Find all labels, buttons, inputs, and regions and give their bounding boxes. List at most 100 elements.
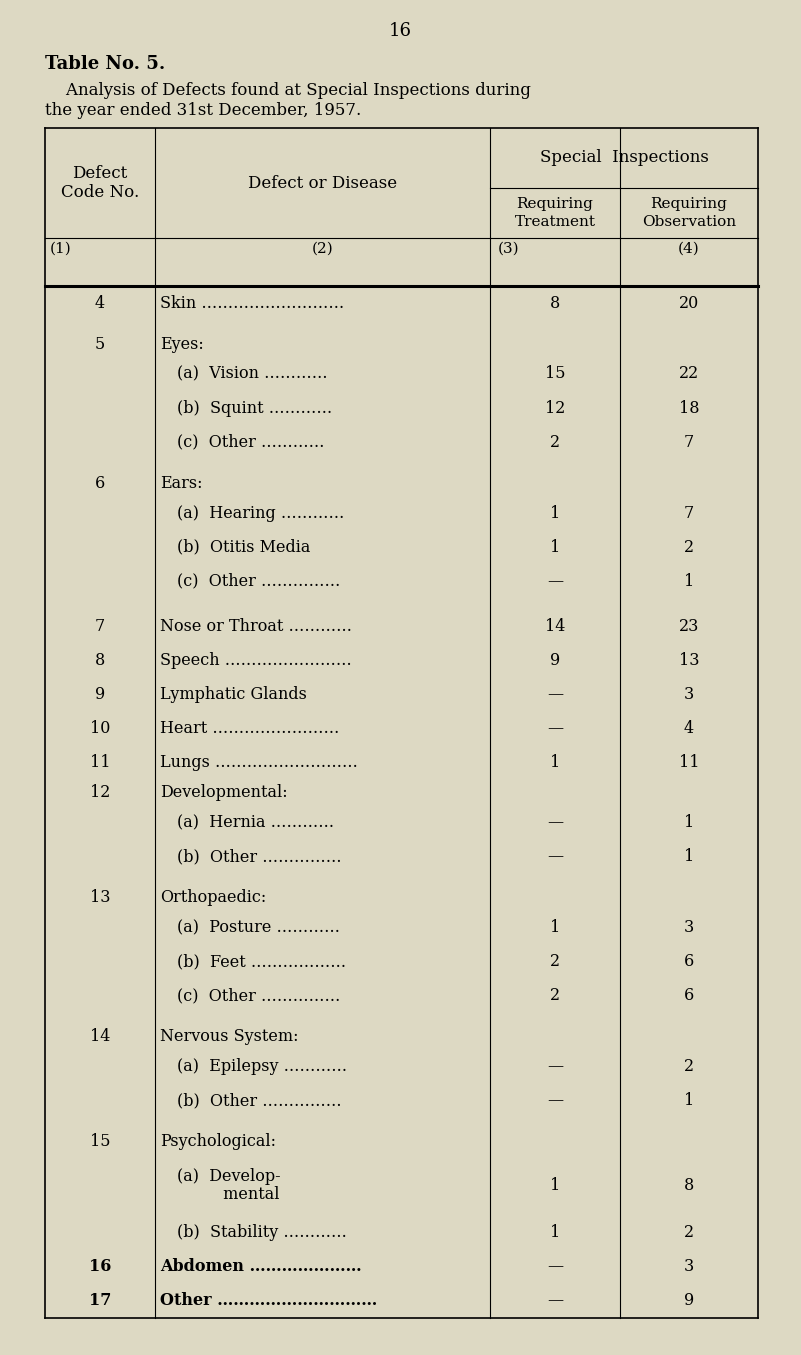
Text: Defect
Code No.: Defect Code No. bbox=[61, 165, 139, 202]
Text: (3): (3) bbox=[498, 243, 520, 256]
Text: 11: 11 bbox=[678, 755, 699, 771]
Text: Abdomen …………………: Abdomen ………………… bbox=[160, 1259, 361, 1275]
Text: Eyes:: Eyes: bbox=[160, 336, 203, 352]
Text: 2: 2 bbox=[550, 986, 560, 1004]
Text: 8: 8 bbox=[95, 652, 105, 669]
Text: —: — bbox=[547, 1259, 563, 1275]
Text: 14: 14 bbox=[545, 618, 566, 635]
Text: Lymphatic Glands: Lymphatic Glands bbox=[160, 686, 307, 703]
Text: 1: 1 bbox=[549, 919, 560, 936]
Text: Nervous System:: Nervous System: bbox=[160, 1028, 299, 1045]
Text: 6: 6 bbox=[684, 986, 694, 1004]
Text: 15: 15 bbox=[90, 1133, 111, 1150]
Text: 1: 1 bbox=[549, 755, 560, 771]
Text: (b)  Other ……………: (b) Other …………… bbox=[177, 1092, 341, 1110]
Text: (c)  Other ……………: (c) Other …………… bbox=[177, 573, 340, 589]
Text: 1: 1 bbox=[684, 814, 694, 831]
Text: 1: 1 bbox=[549, 1225, 560, 1241]
Text: Ears:: Ears: bbox=[160, 474, 203, 492]
Text: 13: 13 bbox=[90, 889, 111, 906]
Text: (b)  Other ……………: (b) Other …………… bbox=[177, 848, 341, 864]
Text: 17: 17 bbox=[89, 1293, 111, 1309]
Text: 14: 14 bbox=[90, 1028, 111, 1045]
Text: 1: 1 bbox=[684, 573, 694, 589]
Text: 9: 9 bbox=[549, 652, 560, 669]
Text: 9: 9 bbox=[95, 686, 105, 703]
Text: 2: 2 bbox=[684, 1058, 694, 1075]
Text: (a)  Epilepsy …………: (a) Epilepsy ………… bbox=[177, 1058, 347, 1075]
Text: Lungs ………………………: Lungs ……………………… bbox=[160, 755, 358, 771]
Text: (b)  Otitis Media: (b) Otitis Media bbox=[177, 539, 310, 556]
Text: (a)  Hernia …………: (a) Hernia ………… bbox=[177, 814, 334, 831]
Text: 2: 2 bbox=[550, 953, 560, 970]
Text: 1: 1 bbox=[684, 1092, 694, 1110]
Text: (1): (1) bbox=[50, 243, 72, 256]
Text: 12: 12 bbox=[90, 785, 111, 801]
Text: Nose or Throat …………: Nose or Throat ………… bbox=[160, 618, 352, 635]
Text: 15: 15 bbox=[545, 366, 566, 382]
Text: 5: 5 bbox=[95, 336, 105, 352]
Text: (a)  Develop-
         mental: (a) Develop- mental bbox=[177, 1168, 280, 1203]
Text: Requiring
Treatment: Requiring Treatment bbox=[514, 198, 595, 229]
Text: Developmental:: Developmental: bbox=[160, 785, 288, 801]
Text: 20: 20 bbox=[679, 294, 699, 312]
Text: 22: 22 bbox=[679, 366, 699, 382]
Text: Heart ……………………: Heart …………………… bbox=[160, 721, 340, 737]
Text: 2: 2 bbox=[550, 434, 560, 451]
Text: 10: 10 bbox=[90, 721, 111, 737]
Text: —: — bbox=[547, 573, 563, 589]
Text: 3: 3 bbox=[684, 686, 694, 703]
Text: —: — bbox=[547, 686, 563, 703]
Text: (a)  Vision …………: (a) Vision ………… bbox=[177, 366, 328, 382]
Text: 16: 16 bbox=[89, 1259, 111, 1275]
Text: 2: 2 bbox=[684, 1225, 694, 1241]
Text: (c)  Other ……………: (c) Other …………… bbox=[177, 986, 340, 1004]
Text: Other …………………………: Other ………………………… bbox=[160, 1293, 377, 1309]
Text: 8: 8 bbox=[549, 294, 560, 312]
Text: —: — bbox=[547, 848, 563, 864]
Text: 11: 11 bbox=[90, 755, 111, 771]
Text: —: — bbox=[547, 1293, 563, 1309]
Text: —: — bbox=[547, 721, 563, 737]
Text: Psychological:: Psychological: bbox=[160, 1133, 276, 1150]
Text: Special  Inspections: Special Inspections bbox=[540, 149, 708, 167]
Text: 4: 4 bbox=[684, 721, 694, 737]
Text: 3: 3 bbox=[684, 1259, 694, 1275]
Text: Speech ……………………: Speech …………………… bbox=[160, 652, 352, 669]
Text: 12: 12 bbox=[545, 400, 566, 416]
Text: (b)  Feet ………………: (b) Feet ……………… bbox=[177, 953, 346, 970]
Text: 7: 7 bbox=[684, 504, 694, 522]
Text: 3: 3 bbox=[684, 919, 694, 936]
Text: Requiring
Observation: Requiring Observation bbox=[642, 198, 736, 229]
Text: Orthopaedic:: Orthopaedic: bbox=[160, 889, 266, 906]
Text: (b)  Stability …………: (b) Stability ………… bbox=[177, 1225, 347, 1241]
Text: 9: 9 bbox=[684, 1293, 694, 1309]
Text: 6: 6 bbox=[684, 953, 694, 970]
Text: 8: 8 bbox=[684, 1176, 694, 1194]
Text: 23: 23 bbox=[678, 618, 699, 635]
Text: 2: 2 bbox=[684, 539, 694, 556]
Text: Analysis of Defects found at Special Inspections during: Analysis of Defects found at Special Ins… bbox=[45, 83, 531, 99]
Text: 1: 1 bbox=[549, 504, 560, 522]
Text: 1: 1 bbox=[549, 1176, 560, 1194]
Text: Skin ………………………: Skin ……………………… bbox=[160, 294, 344, 312]
Text: Defect or Disease: Defect or Disease bbox=[248, 175, 397, 191]
Text: —: — bbox=[547, 1058, 563, 1075]
Text: (a)  Posture …………: (a) Posture ………… bbox=[177, 919, 340, 936]
Text: 18: 18 bbox=[678, 400, 699, 416]
Text: 6: 6 bbox=[95, 474, 105, 492]
Text: (4): (4) bbox=[678, 243, 700, 256]
Text: —: — bbox=[547, 814, 563, 831]
Text: 4: 4 bbox=[95, 294, 105, 312]
Text: (b)  Squint …………: (b) Squint ………… bbox=[177, 400, 332, 416]
Text: 16: 16 bbox=[388, 22, 412, 41]
Text: 1: 1 bbox=[549, 539, 560, 556]
Text: 7: 7 bbox=[684, 434, 694, 451]
Text: (c)  Other …………: (c) Other ………… bbox=[177, 434, 324, 451]
Text: (2): (2) bbox=[312, 243, 333, 256]
Text: (a)  Hearing …………: (a) Hearing ………… bbox=[177, 504, 344, 522]
Text: —: — bbox=[547, 1092, 563, 1110]
Text: 1: 1 bbox=[684, 848, 694, 864]
Text: 7: 7 bbox=[95, 618, 105, 635]
Text: Table No. 5.: Table No. 5. bbox=[45, 56, 165, 73]
